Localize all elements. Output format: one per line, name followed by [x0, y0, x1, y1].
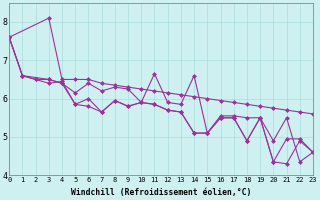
X-axis label: Windchill (Refroidissement éolien,°C): Windchill (Refroidissement éolien,°C) [71, 188, 251, 197]
